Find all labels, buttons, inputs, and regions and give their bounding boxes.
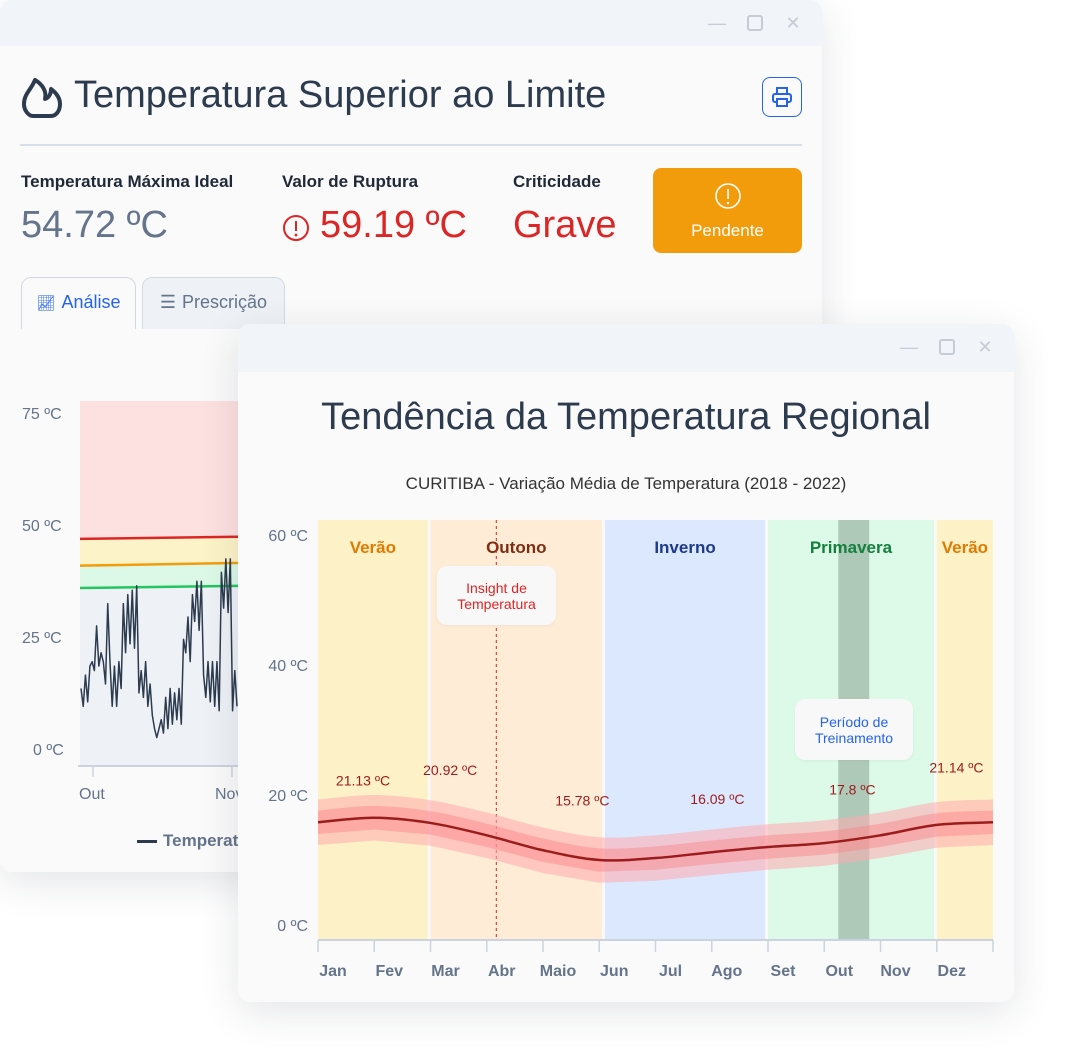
season-band bbox=[318, 520, 428, 940]
value-annotation: 20.92 ºC bbox=[423, 762, 477, 778]
alert-icon bbox=[283, 215, 309, 241]
y-tick-label: 0 ºC bbox=[277, 918, 308, 935]
tab-label: Prescrição bbox=[182, 292, 268, 312]
x-tick-label: Nov bbox=[880, 963, 910, 980]
x-tick-label: Ago bbox=[711, 963, 742, 980]
ideal-max-label: Temperatura Máxima Ideal bbox=[21, 172, 234, 191]
flame-icon bbox=[22, 78, 62, 118]
tab-label: Análise bbox=[61, 292, 121, 312]
x-tick: Nov bbox=[215, 786, 244, 803]
trend-window: — ✕ Tendência da Temperatura Regional CU… bbox=[238, 324, 1014, 1002]
y-tick: 25 ºC bbox=[22, 630, 62, 647]
chart-subtitle: CURITIBA - Variação Média de Temperatura… bbox=[405, 474, 847, 493]
status-pending-button[interactable]: Pendente bbox=[653, 168, 802, 253]
rupture-label: Valor de Ruptura bbox=[282, 172, 419, 191]
y-tick-label: 60 ºC bbox=[268, 528, 308, 545]
mean-temperature-line bbox=[317, 816, 994, 862]
season-label: Verão bbox=[350, 538, 396, 557]
printer-icon bbox=[772, 87, 792, 107]
value-annotation: 15.78 ºC bbox=[555, 792, 609, 808]
maximize-icon[interactable] bbox=[747, 15, 763, 31]
temperature-series-line bbox=[80, 558, 238, 739]
page-title: Temperatura Superior ao Limite bbox=[74, 74, 607, 116]
titlebar: — ✕ bbox=[0, 0, 822, 46]
rupture-value: 59.19 ºC bbox=[320, 204, 467, 246]
status-label: Pendente bbox=[691, 221, 764, 240]
ideal-max-value: 54.72 ºC bbox=[21, 204, 168, 246]
x-tick-label: Out bbox=[825, 963, 853, 980]
y-tick-label: 20 ºC bbox=[268, 788, 308, 805]
x-tick-label: Maio bbox=[540, 963, 577, 980]
season-label: Inverno bbox=[654, 538, 715, 557]
y-tick: 50 ºC bbox=[22, 518, 62, 535]
season-label: Outono bbox=[486, 538, 546, 557]
list-icon: ☰ bbox=[159, 292, 177, 312]
x-tick-label: Abr bbox=[488, 963, 516, 980]
criticality-label: Criticidade bbox=[513, 172, 601, 191]
x-tick-label: Fev bbox=[375, 963, 403, 980]
season-label: Verão bbox=[942, 538, 988, 557]
titlebar: — ✕ bbox=[238, 324, 1014, 372]
x-tick-label: Dez bbox=[938, 963, 966, 980]
legend-swatch bbox=[137, 839, 157, 843]
chart-title: Tendência da Temperatura Regional bbox=[321, 396, 931, 438]
outer-band bbox=[318, 794, 993, 883]
trend-chart: Verão Outono Inverno Primavera Verão Jan Fev Ma… bbox=[268, 520, 994, 980]
criticality-value: Grave bbox=[513, 204, 617, 246]
maximize-icon[interactable] bbox=[939, 339, 955, 355]
x-tick-label: Mar bbox=[431, 963, 459, 980]
season-label: Primavera bbox=[810, 538, 893, 557]
print-button[interactable] bbox=[762, 77, 802, 117]
y-tick: 0 ºC bbox=[33, 742, 64, 759]
value-annotation: 17.8 ºC bbox=[829, 781, 875, 797]
training-note: Período de Treinamento bbox=[795, 699, 913, 760]
close-icon[interactable]: ✕ bbox=[785, 13, 801, 33]
tab-prescricao[interactable]: ☰ Prescrição bbox=[142, 277, 285, 329]
minimize-icon[interactable]: — bbox=[708, 13, 726, 33]
season-band bbox=[936, 520, 993, 940]
x-tick: Out bbox=[79, 786, 105, 803]
close-icon[interactable]: ✕ bbox=[977, 337, 993, 357]
x-tick-label: Jun bbox=[600, 963, 628, 980]
alert-icon bbox=[714, 183, 741, 209]
minimize-icon[interactable]: — bbox=[900, 337, 918, 357]
x-tick-label: Jul bbox=[659, 963, 682, 980]
insight-note: Insight de Temperatura bbox=[437, 566, 556, 625]
value-annotation: 16.09 ºC bbox=[690, 791, 744, 807]
x-tick-label: Set bbox=[771, 963, 797, 980]
divider bbox=[20, 144, 802, 146]
y-tick: 75 ºC bbox=[22, 406, 62, 423]
chart-icon: 📈︎ bbox=[36, 294, 56, 312]
y-tick-label: 40 ºC bbox=[268, 658, 308, 675]
x-tick-label: Jan bbox=[319, 963, 347, 980]
value-annotation: 21.13 ºC bbox=[336, 772, 390, 788]
tab-analise[interactable]: 📈︎ Análise bbox=[21, 277, 136, 329]
value-annotation: 21.14 ºC bbox=[929, 759, 983, 775]
